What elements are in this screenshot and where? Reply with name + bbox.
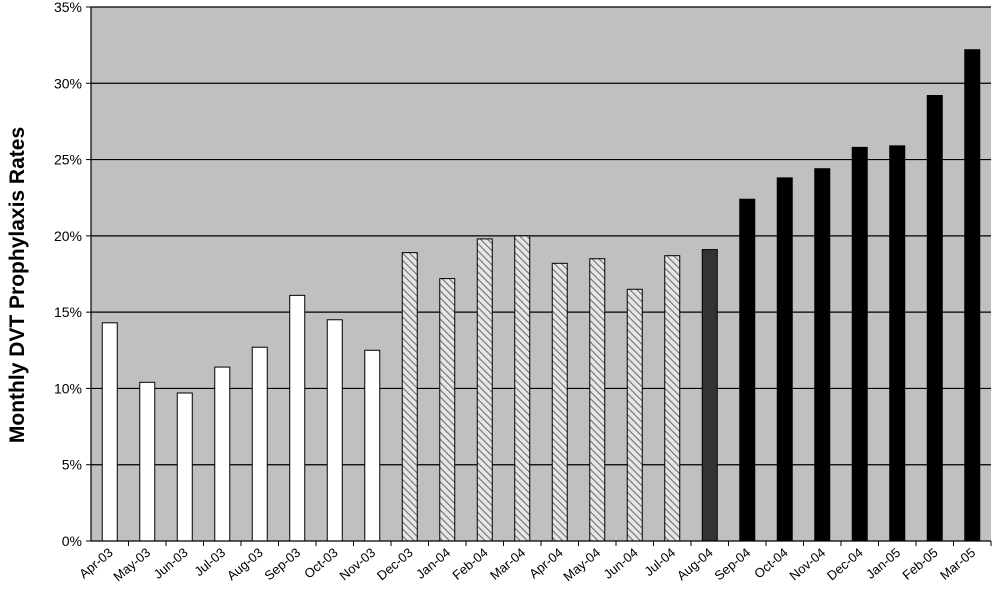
y-axis-label: Monthly DVT Prophylaxis Rates: [6, 127, 29, 443]
x-tick-label: Jul-03: [191, 545, 228, 579]
x-tick-label: May-04: [560, 545, 603, 584]
x-tick-label: Mar-04: [487, 545, 528, 583]
bar-jan-04: [439, 278, 456, 542]
y-tick-label: 10%: [54, 380, 82, 396]
x-tick-label: Oct-03: [301, 545, 341, 582]
bar-oct-04: [776, 177, 793, 542]
bar-jul-04: [664, 255, 681, 542]
bars: [101, 49, 981, 542]
y-tick-labels: 0% 5% 10% 15% 20% 25% 30% 35%: [54, 0, 82, 549]
bar-jun-03: [176, 392, 193, 542]
x-tick-label: Jun-03: [151, 545, 191, 582]
bar-sep-04: [739, 198, 756, 542]
y-tick-label: 0%: [62, 533, 82, 549]
x-tick-label: Feb-05: [899, 545, 940, 583]
x-tick-label: Sep-04: [711, 545, 753, 583]
x-tick-label: Jan-05: [863, 545, 903, 582]
bar-jun-04: [626, 288, 643, 542]
x-tick-label: Mar-05: [937, 545, 978, 583]
bar-mar-05: [964, 49, 981, 542]
bar-mar-04: [514, 235, 531, 542]
y-tick-label: 5%: [62, 457, 82, 473]
bar-may-04: [589, 258, 606, 542]
bar-dec-04: [851, 146, 868, 542]
bar-aug-04: [701, 249, 718, 542]
bar-apr-03: [101, 322, 118, 542]
x-tick-label: Feb-04: [449, 545, 490, 583]
bar-dec-03: [401, 252, 418, 542]
bar-feb-04: [476, 238, 493, 542]
y-tick-label: 35%: [54, 0, 82, 15]
x-tick-label: Apr-03: [76, 545, 116, 582]
x-tick-label: Apr-04: [526, 545, 566, 582]
bar-aug-03: [251, 346, 268, 542]
bar-nov-04: [814, 168, 831, 542]
bar-may-03: [139, 381, 156, 542]
x-tick-label: Aug-03: [224, 545, 266, 583]
x-tick-label: Jul-04: [641, 545, 678, 579]
y-tick-label: 15%: [54, 304, 82, 320]
bar-nov-03: [364, 349, 381, 542]
y-tick-label: 30%: [54, 75, 82, 91]
bar-oct-03: [326, 319, 343, 542]
bar-sep-03: [289, 294, 306, 542]
bar-feb-05: [926, 94, 943, 542]
x-tick-label: Sep-03: [261, 545, 303, 583]
x-tick-label: Nov-04: [786, 545, 828, 583]
x-tick-label: Nov-03: [336, 545, 378, 583]
y-tick-label: 20%: [54, 228, 82, 244]
x-tick-label: Jun-04: [601, 545, 641, 582]
y-tick-label: 25%: [54, 152, 82, 168]
x-tick-label: May-03: [110, 545, 153, 584]
x-tick-label: Oct-04: [751, 545, 791, 582]
bar-jul-03: [214, 366, 231, 542]
axes: [90, 7, 992, 546]
x-tick-label: Jan-04: [413, 545, 453, 582]
plot-area: [91, 7, 991, 541]
x-tick-label: Dec-04: [824, 545, 866, 583]
x-tick-label: Aug-04: [674, 545, 716, 583]
bar-jan-05: [889, 145, 906, 542]
bar-apr-04: [551, 262, 568, 542]
gridlines: [86, 6, 991, 542]
x-tick-label: Dec-03: [374, 545, 416, 583]
